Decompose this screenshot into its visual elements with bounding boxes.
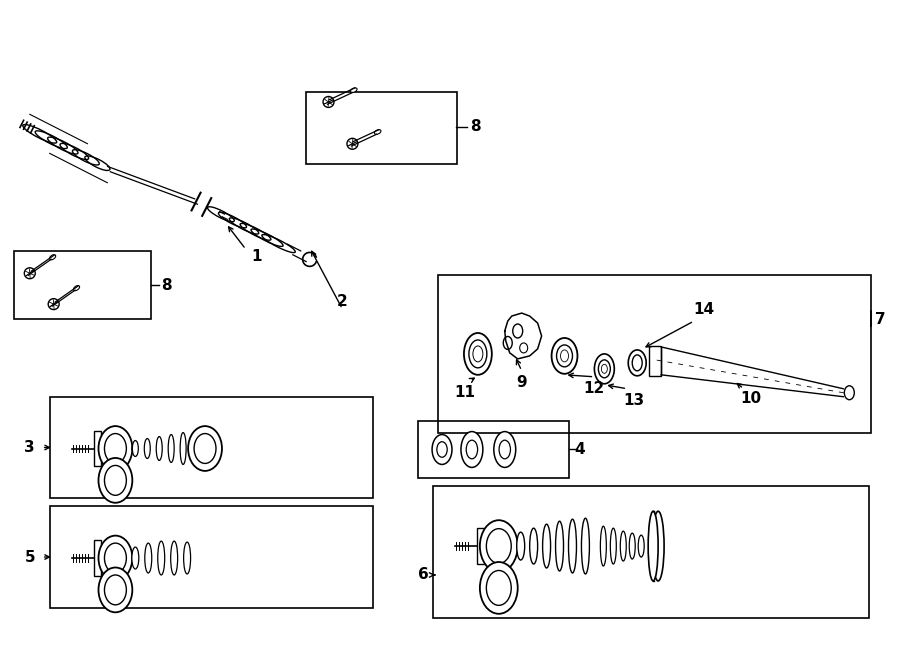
Ellipse shape [131,444,137,453]
Circle shape [49,299,59,309]
Ellipse shape [131,554,137,562]
FancyBboxPatch shape [649,346,662,376]
Ellipse shape [98,535,132,580]
Ellipse shape [464,333,491,375]
Ellipse shape [494,432,516,467]
Text: 4: 4 [574,442,585,457]
Ellipse shape [648,511,658,581]
Ellipse shape [594,354,615,384]
Ellipse shape [844,386,854,400]
Circle shape [346,138,358,149]
Text: 2: 2 [338,293,347,309]
Text: 13: 13 [624,393,644,408]
Ellipse shape [556,345,572,367]
Ellipse shape [374,130,381,134]
Text: 6: 6 [418,567,428,582]
Ellipse shape [131,547,139,569]
Ellipse shape [620,531,626,561]
Ellipse shape [158,541,165,575]
Text: 12: 12 [584,381,605,396]
Text: 8: 8 [470,120,481,134]
Ellipse shape [598,360,610,378]
Ellipse shape [157,436,162,461]
Ellipse shape [480,520,518,572]
Ellipse shape [132,440,139,457]
Ellipse shape [555,521,563,571]
Circle shape [24,268,35,279]
Text: 1: 1 [252,249,262,264]
Text: 8: 8 [161,278,172,293]
Ellipse shape [171,541,177,575]
Ellipse shape [519,343,527,353]
Ellipse shape [552,338,578,374]
Ellipse shape [543,524,551,568]
Bar [438,275,871,432]
Ellipse shape [104,465,126,495]
Bar [50,397,374,498]
Ellipse shape [98,458,132,503]
Text: 14: 14 [693,301,715,317]
Ellipse shape [98,568,132,612]
Ellipse shape [652,511,664,581]
Ellipse shape [632,355,643,371]
Ellipse shape [486,529,511,564]
Ellipse shape [180,432,186,465]
Ellipse shape [500,440,510,459]
Ellipse shape [480,562,518,614]
Bar [94,540,102,576]
Ellipse shape [629,533,635,559]
Bar [477,528,485,564]
Ellipse shape [466,440,478,459]
Ellipse shape [503,336,512,350]
Ellipse shape [50,254,56,260]
Ellipse shape [74,286,79,291]
Ellipse shape [168,434,175,463]
Bar [418,420,570,479]
Ellipse shape [436,442,447,457]
Ellipse shape [628,350,646,376]
Ellipse shape [581,518,590,574]
Ellipse shape [461,432,483,467]
Ellipse shape [144,438,150,459]
Ellipse shape [638,535,644,557]
Ellipse shape [530,528,537,564]
Ellipse shape [610,528,616,564]
Bar [50,506,374,608]
Ellipse shape [194,434,216,463]
Text: 7: 7 [875,311,886,327]
Ellipse shape [569,519,577,573]
Ellipse shape [513,324,523,338]
Ellipse shape [600,526,607,566]
Ellipse shape [145,543,152,573]
Bar [306,92,457,164]
Ellipse shape [188,426,222,471]
Bar [14,251,151,319]
Ellipse shape [98,426,132,471]
Ellipse shape [432,434,452,465]
Ellipse shape [104,543,126,573]
Ellipse shape [104,434,126,463]
Text: 11: 11 [454,385,475,401]
Ellipse shape [517,532,525,560]
Text: 3: 3 [24,440,35,455]
Ellipse shape [350,88,357,93]
Ellipse shape [518,541,522,551]
Text: 9: 9 [517,375,527,390]
Ellipse shape [486,570,511,605]
Text: 10: 10 [740,391,761,407]
Text: 5: 5 [24,549,35,564]
Bar [433,486,869,618]
Circle shape [323,97,334,108]
Ellipse shape [104,575,126,605]
Bar [94,430,102,467]
Ellipse shape [469,340,487,368]
Ellipse shape [184,542,191,574]
